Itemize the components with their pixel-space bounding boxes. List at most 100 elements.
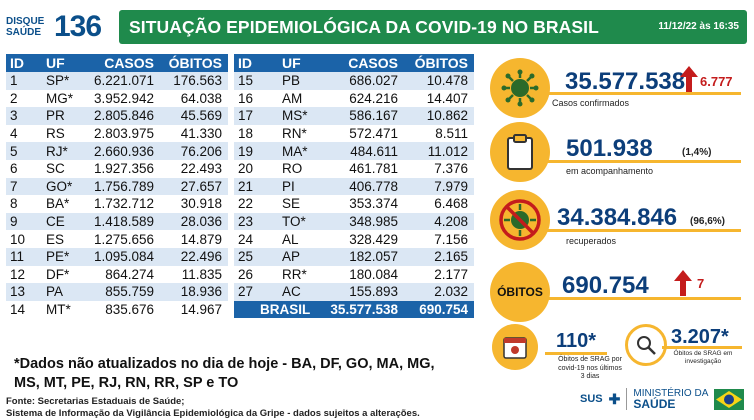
confirmed-delta: 6.777: [700, 74, 733, 89]
confirmed-value: 35.577.538: [565, 68, 686, 95]
cell-obitos: 176.563: [160, 72, 228, 90]
cell-id: 3: [6, 107, 42, 125]
divider: [545, 297, 741, 300]
col-casos: CASOS: [320, 54, 404, 72]
table-row: 10 ES 1.275.656 14.879: [6, 230, 228, 248]
table-row: 26 RR* 180.084 2.177: [234, 265, 474, 284]
cell-casos: 328.429: [320, 230, 404, 248]
cell-casos: 1.927.356: [82, 159, 160, 178]
table-row: 16 AM 624.216 14.407: [234, 89, 474, 108]
deaths-badge: ÓBITOS: [490, 262, 550, 322]
cell-uf: PA: [42, 283, 82, 301]
table-row: 2 MG* 3.952.942 64.038: [6, 89, 228, 108]
cell-uf: RJ*: [42, 142, 82, 160]
cell-id: 13: [6, 283, 42, 301]
cell-casos: 2.660.936: [82, 142, 160, 160]
cell-uf: SP*: [42, 72, 82, 90]
table-row: 5 RJ* 2.660.936 76.206: [6, 142, 228, 160]
cell-obitos: 27.657: [160, 177, 228, 196]
up-arrow-icon: [680, 66, 698, 92]
divider: [545, 160, 741, 163]
cell-casos: 182.057: [320, 247, 404, 266]
logo-line2: SAÚDE: [6, 27, 42, 38]
source-line2: Sistema de Informação da Vigilância Epid…: [6, 407, 420, 419]
cell-casos: 686.027: [320, 72, 404, 90]
cell-id: 11: [6, 247, 42, 266]
cell-id: 22: [234, 195, 278, 213]
cell-obitos: 76.206: [160, 142, 228, 160]
cell-id: 24: [234, 230, 278, 248]
cell-casos: 1.756.789: [82, 177, 160, 196]
col-uf: UF: [278, 54, 320, 72]
table-row: 20 RO 461.781 7.376: [234, 159, 474, 178]
cell-uf: PR: [42, 107, 82, 125]
cell-casos: 6.221.071: [82, 72, 160, 90]
cell-obitos: 14.879: [160, 230, 228, 248]
deaths-delta: 7: [697, 276, 705, 291]
table-row: 17 MS* 586.167 10.862: [234, 107, 474, 125]
cell-uf: RN*: [278, 124, 320, 143]
deaths-title: ÓBITOS: [497, 285, 543, 299]
table-row: 9 CE 1.418.589 28.036: [6, 212, 228, 231]
monitoring-value: 501.938: [566, 135, 653, 162]
cell-obitos: 8.511: [404, 124, 474, 143]
recovered-value: 34.384.846: [557, 204, 678, 231]
table-row: 1 SP* 6.221.071 176.563: [6, 72, 228, 90]
divider: [545, 92, 741, 95]
table-row: 23 TO* 348.985 4.208: [234, 212, 474, 231]
table-row: 18 RN* 572.471 8.511: [234, 124, 474, 143]
srag-value: 110*: [556, 330, 597, 352]
col-obitos: ÓBITOS: [404, 54, 474, 72]
cell-uf: PE*: [42, 247, 82, 266]
cell-casos: 484.611: [320, 142, 404, 160]
cell-obitos: 22.493: [160, 159, 228, 178]
cell-obitos: 28.036: [160, 212, 228, 231]
table-row: 19 MA* 484.611 11.012: [234, 142, 474, 160]
title-banner: SITUAÇÃO EPIDEMIOLÓGICA DA COVID-19 NO B…: [119, 10, 747, 44]
states-table-right: ID UF CASOS ÓBITOS 15 PB 686.027 10.478 16 AM…: [234, 54, 474, 319]
confirmed-label: Casos confirmados: [552, 98, 630, 108]
divider: [545, 229, 741, 232]
cell-uf: CE: [42, 212, 82, 231]
table-row: 27 AC 155.893 2.032: [234, 283, 474, 301]
cell-obitos: 22.496: [160, 247, 228, 266]
data-source: Fonte: Secretarias Estaduais de Saúde; S…: [6, 396, 420, 419]
cell-uf: PB: [278, 72, 320, 90]
cell-casos: 348.985: [320, 212, 404, 231]
investigation-value: 3.207*: [671, 326, 729, 348]
cell-id: 9: [6, 212, 42, 231]
total-label: BRASIL: [234, 300, 320, 319]
col-uf: UF: [42, 54, 82, 72]
cell-casos: 3.952.942: [82, 89, 160, 108]
recovered-label: recuperados: [566, 236, 617, 246]
update-date: 11/12/22 às 16:35: [658, 21, 739, 32]
cell-obitos: 11.012: [404, 142, 474, 160]
cell-uf: TO*: [278, 212, 320, 231]
col-obitos: ÓBITOS: [160, 54, 228, 72]
logo-line1: DISQUE: [6, 16, 45, 27]
cell-id: 1: [6, 72, 42, 90]
cell-id: 16: [234, 89, 278, 108]
virus-icon: [490, 58, 550, 118]
cell-uf: BA*: [42, 195, 82, 213]
recovered-pct: (96,6%): [690, 216, 726, 227]
cell-uf: MA*: [278, 142, 320, 160]
cell-uf: AP: [278, 247, 320, 266]
cell-obitos: 2.032: [404, 283, 474, 301]
cell-id: 26: [234, 265, 278, 284]
monitoring-pct: (1,4%): [682, 147, 712, 158]
up-arrow-icon: [674, 270, 692, 296]
cell-uf: RR*: [278, 265, 320, 284]
table-row: 25 AP 182.057 2.165: [234, 247, 474, 266]
monitoring-label: em acompanhamento: [566, 166, 654, 176]
cell-id: 12: [6, 265, 42, 284]
col-id: ID: [234, 54, 278, 72]
cell-id: 15: [234, 72, 278, 90]
cell-casos: 572.471: [320, 124, 404, 143]
col-id: ID: [6, 54, 42, 72]
cell-id: 20: [234, 159, 278, 178]
brazil-flag-icon: [714, 388, 745, 410]
sus-cross-icon: ✚: [608, 390, 621, 407]
cell-uf: AM: [278, 89, 320, 108]
cell-uf: DF*: [42, 265, 82, 284]
